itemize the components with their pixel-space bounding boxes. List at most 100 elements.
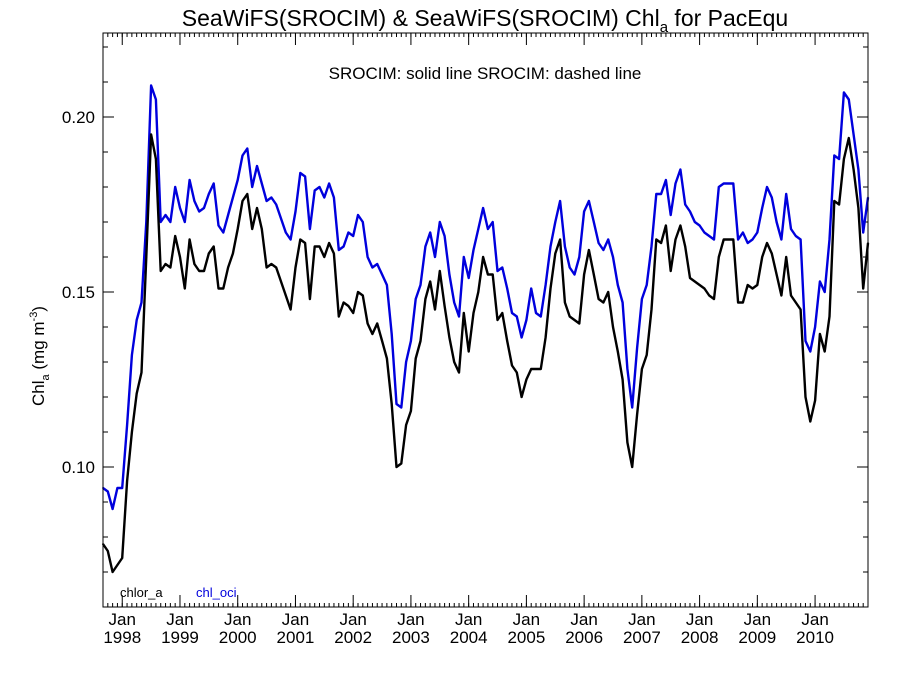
data-point: [621, 301, 624, 304]
data-point: [135, 392, 138, 395]
data-point: [674, 238, 677, 241]
data-point: [650, 245, 653, 248]
data-point: [390, 403, 393, 405]
data-point: [333, 252, 335, 255]
data-point: [106, 550, 109, 552]
data-point: [236, 179, 239, 181]
data-point: [703, 287, 706, 290]
data-point: [544, 336, 547, 339]
data-point: [847, 98, 850, 101]
chart-title-tail: for PacEqu: [668, 5, 788, 31]
data-point: [410, 410, 412, 412]
data-point: [539, 315, 542, 318]
data-point: [424, 298, 427, 300]
data-point: [222, 287, 225, 290]
data-point: [722, 182, 725, 185]
data-point: [131, 431, 133, 433]
y-axis-label-main: Chl: [29, 380, 48, 406]
data-point: [299, 172, 302, 174]
data-point: [501, 312, 504, 314]
data-point: [482, 256, 484, 258]
data-point: [366, 256, 369, 258]
data-point: [597, 242, 600, 244]
data-point: [458, 315, 460, 318]
data-point: [684, 203, 687, 206]
data-point: [164, 214, 167, 216]
data-point: [564, 245, 566, 248]
data-point: [588, 200, 590, 202]
data-point: [203, 270, 205, 272]
data-point: [626, 368, 629, 370]
data-point: [804, 340, 807, 342]
data-point: [131, 354, 133, 356]
data-point: [814, 326, 816, 328]
data-point: [689, 277, 691, 279]
data-point: [852, 168, 855, 171]
data-point: [703, 231, 706, 234]
chart-title-main: SeaWiFS(SROCIM) & SeaWiFS(SROCIM) Chl: [182, 5, 660, 31]
data-point: [414, 298, 417, 300]
data-point: [809, 350, 812, 353]
data-point: [742, 301, 744, 304]
data-point: [766, 242, 768, 244]
data-point: [116, 487, 119, 489]
data-point: [318, 186, 321, 188]
data-point: [530, 368, 533, 370]
data-point: [506, 287, 509, 290]
series-lines: [102, 84, 870, 574]
data-point: [280, 217, 282, 220]
data-point: [665, 179, 667, 181]
data-point: [467, 277, 470, 279]
y-tick-label: 0.20: [62, 108, 95, 127]
data-point: [583, 210, 585, 213]
data-point: [304, 175, 306, 178]
data-point: [212, 182, 215, 185]
data-point: [742, 231, 744, 234]
data-point: [794, 235, 797, 237]
x-tick-label-month: Jan: [744, 610, 771, 629]
x-tick-label-month: Jan: [224, 610, 251, 629]
series-line-chlor-a: [102, 133, 870, 574]
data-point: [453, 361, 456, 363]
data-point: [515, 315, 518, 318]
data-point: [785, 256, 788, 258]
legend-entry-chl-oci: chl_oci: [196, 585, 237, 600]
data-point: [347, 305, 350, 307]
data-point: [583, 273, 585, 276]
data-point: [232, 196, 234, 199]
x-tick-label-year: 2006: [565, 628, 603, 647]
data-point: [434, 256, 436, 258]
data-point: [641, 368, 643, 370]
data-point: [150, 133, 153, 136]
data-point: [371, 266, 374, 269]
data-point: [597, 298, 600, 300]
data-point: [482, 207, 484, 209]
data-point: [636, 347, 638, 349]
legend: chlor_a chl_oci: [120, 585, 237, 600]
data-point: [843, 158, 845, 160]
data-point: [804, 396, 807, 398]
data-point: [275, 266, 278, 269]
x-tick-label-year: 2004: [450, 628, 488, 647]
data-point: [227, 214, 230, 216]
data-point: [361, 221, 364, 223]
series-points-chl-oci: [102, 84, 869, 510]
data-point: [496, 270, 499, 272]
data-point: [352, 235, 355, 237]
data-point: [419, 284, 422, 286]
data-point: [708, 235, 711, 237]
data-point: [381, 340, 383, 342]
data-point: [838, 203, 840, 206]
data-point: [284, 231, 287, 234]
data-point: [833, 154, 836, 157]
data-point: [169, 266, 172, 269]
data-point: [159, 270, 162, 272]
data-point: [472, 312, 475, 314]
x-tick-label-year: 2002: [334, 628, 372, 647]
data-point: [410, 340, 412, 342]
data-point: [698, 284, 701, 286]
data-point: [746, 284, 749, 286]
y-axis-label: Chla (mg m-3): [28, 306, 52, 406]
data-point: [862, 231, 865, 234]
data-point: [111, 571, 114, 573]
